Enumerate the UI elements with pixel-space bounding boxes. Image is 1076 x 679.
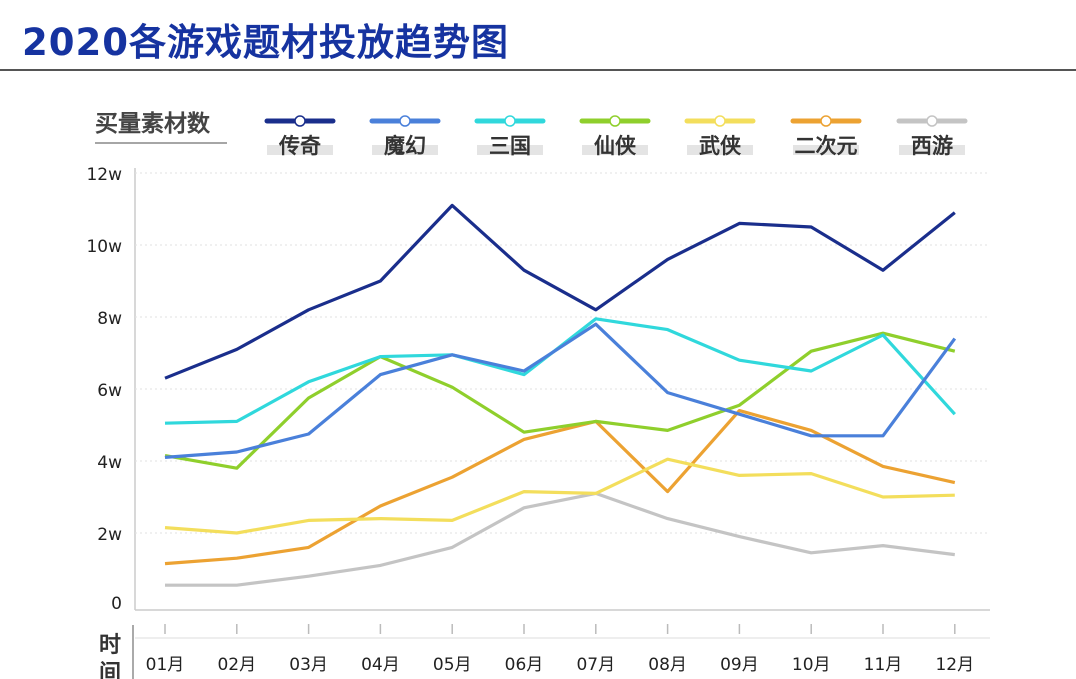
- legend-marker: [714, 115, 726, 127]
- legend-label-bar: [477, 145, 543, 155]
- legend-marker: [926, 115, 938, 127]
- series-line-传奇: [164, 203, 956, 380]
- x-tick-label: 03月: [289, 655, 328, 675]
- legend-label: 仙侠: [594, 134, 637, 158]
- x-tick-label: 02月: [217, 655, 256, 675]
- x-tick-label: 09月: [720, 655, 759, 675]
- series-line-二次元: [164, 409, 956, 566]
- y-tick-label: 6w: [97, 381, 122, 401]
- x-tick-label: 01月: [146, 655, 185, 675]
- legend-label: 三国: [489, 134, 531, 158]
- legend-label: 武侠: [699, 134, 742, 158]
- series-line-西游: [165, 491, 955, 587]
- series-line-魔幻: [164, 322, 957, 459]
- x-axis-title: 间: [99, 661, 121, 679]
- x-tick-label: 11月: [864, 655, 903, 675]
- y-tick-label: 8w: [97, 309, 122, 329]
- legend-label: 西游: [911, 134, 953, 158]
- y-axis-title: 买量素材数: [95, 110, 211, 137]
- legend-label-bar: [899, 145, 965, 155]
- y-tick-label: 2w: [97, 525, 122, 545]
- legend-label: 传奇: [278, 134, 321, 158]
- x-tick-label: 08月: [648, 655, 687, 675]
- x-tick-label: 06月: [505, 655, 544, 675]
- legend-marker: [294, 115, 306, 127]
- title-divider: [0, 69, 1076, 71]
- x-tick-label: 07月: [576, 655, 615, 675]
- series-line-三国: [164, 317, 956, 425]
- legend-marker: [504, 115, 516, 127]
- legend-marker: [399, 115, 411, 127]
- legend-label-bar: [582, 145, 648, 155]
- legend-label-bar: [267, 145, 333, 155]
- legend-label-bar: [793, 145, 859, 155]
- series-line-武侠: [164, 457, 955, 535]
- series-line-仙侠: [164, 331, 956, 470]
- y-tick-label: 0: [111, 594, 122, 614]
- x-tick-label: 10月: [792, 655, 831, 675]
- legend-label: 二次元: [795, 134, 858, 158]
- legend-label: 魔幻: [384, 134, 426, 158]
- chart-title: 2020各游戏题材投放趋势图: [22, 21, 509, 64]
- x-tick-label: 12月: [935, 655, 974, 675]
- legend-marker: [820, 115, 832, 127]
- x-axis-title: 时: [99, 633, 121, 658]
- y-tick-label: 4w: [97, 453, 122, 473]
- x-tick-label: 04月: [361, 655, 400, 675]
- legend-label-bar: [687, 145, 753, 155]
- y-tick-label: 12w: [86, 165, 122, 185]
- x-tick-label: 05月: [433, 655, 472, 675]
- y-tick-label: 10w: [86, 237, 122, 257]
- legend-label-bar: [372, 145, 438, 155]
- legend-marker: [609, 115, 621, 127]
